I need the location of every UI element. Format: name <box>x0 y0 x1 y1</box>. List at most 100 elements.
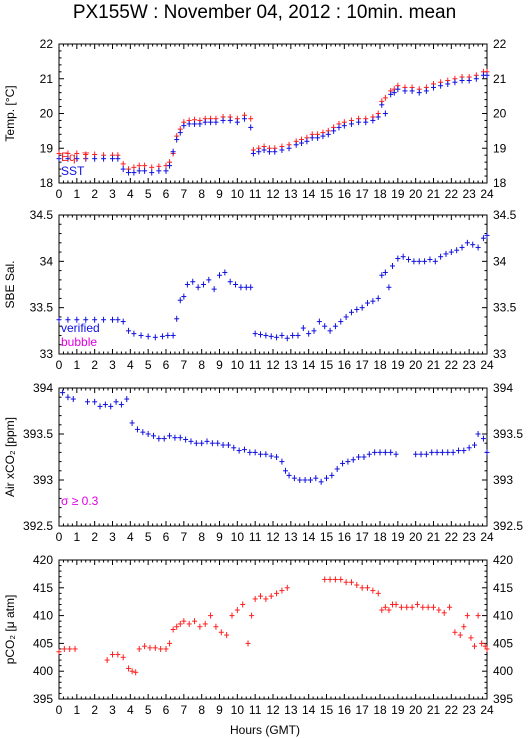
x-tick-label: 8 <box>198 703 205 717</box>
x-tick-label: 21 <box>427 358 441 372</box>
y-tick-label-left: 405 <box>33 636 53 650</box>
y-tick-label-left: 395 <box>33 692 53 706</box>
x-tick-label: 8 <box>198 530 205 544</box>
x-tick-label: 23 <box>462 703 476 717</box>
x-tick-label: 0 <box>56 703 63 717</box>
y-tick-label-right: 33 <box>493 347 507 361</box>
x-tick-label: 15 <box>320 187 334 201</box>
x-tick-label: 3 <box>109 187 116 201</box>
y-tick-label-right: 18 <box>493 176 507 190</box>
y-axis-label: Temp. [°C] <box>3 85 17 141</box>
x-tick-label: 7 <box>180 358 187 372</box>
x-tick-label: 10 <box>231 187 245 201</box>
x-tick-label: 14 <box>302 703 316 717</box>
series-1 <box>56 576 490 676</box>
y-tick-label-left: 410 <box>33 609 53 623</box>
x-tick-label: 14 <box>302 358 316 372</box>
x-tick-label: 5 <box>145 703 152 717</box>
y-tick-label-left: 420 <box>33 553 53 567</box>
x-tick-label: 1 <box>73 703 80 717</box>
x-tick-label: 9 <box>216 187 223 201</box>
x-tick-label: 23 <box>462 530 476 544</box>
y-tick-label-right: 19 <box>493 141 507 155</box>
x-tick-label: 2 <box>91 358 98 372</box>
x-tick-label: 19 <box>391 530 405 544</box>
x-tick-label: 21 <box>427 530 441 544</box>
x-tick-label: 24 <box>480 358 494 372</box>
x-tick-label: 0 <box>56 530 63 544</box>
x-tick-label: 18 <box>373 358 387 372</box>
series-2 <box>56 72 490 176</box>
x-tick-label: 17 <box>355 187 369 201</box>
x-tick-label: 3 <box>109 530 116 544</box>
y-tick-label-right: 394 <box>493 381 513 395</box>
x-tick-label: 15 <box>320 530 334 544</box>
series-1 <box>56 68 490 173</box>
chart-title: PX155W : November 04, 2012 : 10min. mean <box>72 2 457 23</box>
x-tick-label: 24 <box>480 703 494 717</box>
x-tick-label: 4 <box>127 358 134 372</box>
x-tick-label: 22 <box>445 358 459 372</box>
x-tick-label: 22 <box>445 187 459 201</box>
x-tick-label: 7 <box>180 187 187 201</box>
y-tick-label-left: 34 <box>40 254 54 268</box>
y-tick-label-right: 393 <box>493 473 513 487</box>
series-1 <box>56 232 490 342</box>
y-tick-label-right: 20 <box>493 107 507 121</box>
y-tick-label-left: 393 <box>33 473 53 487</box>
x-tick-label: 13 <box>284 187 298 201</box>
x-tick-label: 9 <box>216 530 223 544</box>
y-tick-label-right: 21 <box>493 72 507 86</box>
x-tick-label: 3 <box>109 358 116 372</box>
x-tick-label: 6 <box>163 358 170 372</box>
x-tick-label: 16 <box>338 703 352 717</box>
x-tick-label: 8 <box>198 187 205 201</box>
plot-frame <box>58 214 488 355</box>
y-tick-label-left: 33.5 <box>30 301 54 315</box>
y-tick-label-right: 415 <box>493 581 513 595</box>
y-tick-label-right: 420 <box>493 553 513 567</box>
x-tick-label: 2 <box>91 703 98 717</box>
x-tick-label: 4 <box>127 530 134 544</box>
y-tick-label-left: 34.5 <box>30 208 54 222</box>
x-tick-label: 12 <box>266 358 280 372</box>
x-tick-label: 1 <box>73 358 80 372</box>
x-tick-label: 14 <box>302 187 316 201</box>
x-tick-label: 23 <box>462 187 476 201</box>
x-tick-label: 6 <box>163 530 170 544</box>
x-tick-label: 20 <box>409 187 423 201</box>
y-tick-label-left: 18 <box>40 176 54 190</box>
y-tick-label-right: 33.5 <box>493 301 517 315</box>
y-tick-label-left: 22 <box>40 37 54 51</box>
x-tick-label: 13 <box>284 703 298 717</box>
x-tick-label: 16 <box>338 358 352 372</box>
y-tick-label-right: 410 <box>493 609 513 623</box>
legend-bubble: bubble <box>61 335 97 349</box>
y-axis-label: pCO₂ [μ atm] <box>3 595 17 665</box>
legend-sigma: σ ≥ 0.3 <box>61 494 99 508</box>
panel-1: 0 1 2 3 4 5 6 7 8 9 10 11 12 13 14 15 16 17 18 19 20 21 22 23 24… <box>3 37 507 201</box>
y-tick-label-left: 400 <box>33 664 53 678</box>
x-tick-label: 0 <box>56 187 63 201</box>
x-tick-label: 17 <box>355 358 369 372</box>
x-axis-label: Hours (GMT) <box>230 723 300 737</box>
x-tick-label: 11 <box>249 187 262 201</box>
x-tick-label: 24 <box>480 187 494 201</box>
x-tick-label: 21 <box>427 703 441 717</box>
x-tick-label: 20 <box>409 703 423 717</box>
x-tick-label: 22 <box>445 530 459 544</box>
x-tick-label: 0 <box>56 358 63 372</box>
x-tick-label: 12 <box>266 187 280 201</box>
x-tick-label: 3 <box>109 703 116 717</box>
legend-verified: verified <box>61 321 100 335</box>
y-axis-label: SBE Sal. <box>3 260 17 308</box>
x-tick-label: 9 <box>216 703 223 717</box>
y-tick-label-left: 33 <box>40 347 54 361</box>
x-tick-label: 20 <box>409 530 423 544</box>
x-tick-label: 12 <box>266 530 280 544</box>
y-tick-label-left: 394 <box>33 381 53 395</box>
y-tick-label-right: 400 <box>493 664 513 678</box>
x-tick-label: 16 <box>338 187 352 201</box>
x-tick-label: 18 <box>373 187 387 201</box>
x-tick-label: 2 <box>91 530 98 544</box>
